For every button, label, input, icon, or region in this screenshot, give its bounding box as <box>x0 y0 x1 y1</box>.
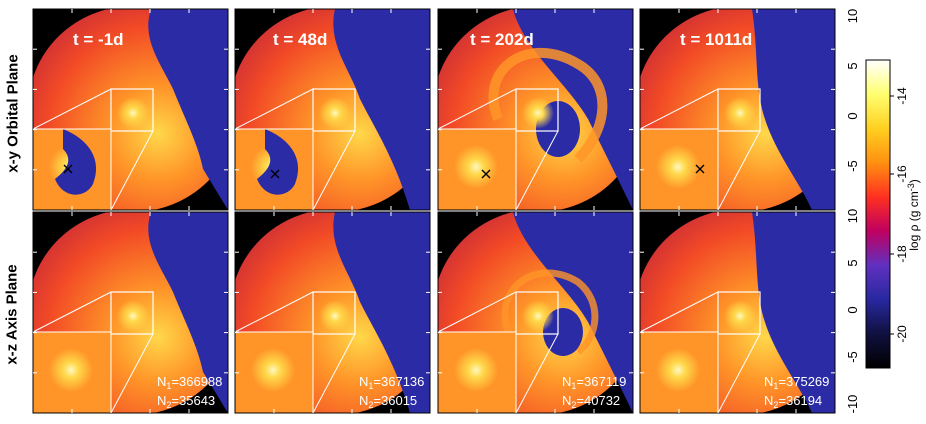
particle-count-n1: N1=375269 <box>764 374 829 391</box>
zoom-inset <box>438 129 516 210</box>
colorbar-tick-label: -16 <box>895 165 909 183</box>
particle-count-n1: N1=367136 <box>359 374 424 391</box>
zoom-inset <box>235 129 313 210</box>
panel-r1-c2: t = 48d <box>234 8 431 211</box>
panel-r1-c3: t = 202d <box>437 8 634 211</box>
zoom-inset <box>640 129 718 210</box>
panel-r2-c2: N1=367136 N2=36015 <box>234 211 431 414</box>
axis-tick-label: -5 <box>845 351 860 363</box>
panel-r2-c4: N1=375269 N2=36194 <box>639 211 836 414</box>
low-density-region <box>148 212 228 413</box>
zoom-box <box>110 291 154 335</box>
time-label: t = 202d <box>470 30 534 49</box>
colorbar-label: log ρ (g cm-3) <box>906 179 921 251</box>
axis-tick-label: 10 <box>845 209 860 223</box>
zoom-inset <box>438 332 516 413</box>
zoom-box <box>717 291 761 335</box>
colorbar-tick-label: -20 <box>895 325 909 343</box>
zoom-inset <box>640 332 718 413</box>
panel-r2-c1: N1=366988 N2=35643 <box>32 211 229 414</box>
panel-r1-c1: t = -1d <box>32 8 229 211</box>
zoom-box <box>312 291 356 335</box>
axis-tick-label: -5 <box>845 160 860 172</box>
low-density-region <box>752 9 835 210</box>
zoom-box <box>515 88 559 132</box>
axis-tick-label: 5 <box>845 259 860 266</box>
zoom-inset <box>33 129 111 210</box>
zoom-box <box>717 88 761 132</box>
low-density-region <box>513 9 633 210</box>
low-density-region <box>752 212 835 413</box>
axis-tick-label: 10 <box>845 9 860 23</box>
zoom-box <box>515 291 559 335</box>
low-density-region <box>333 9 430 210</box>
low-density-region <box>513 212 633 413</box>
zoom-box <box>110 88 154 132</box>
axis-tick-label: 0 <box>845 306 860 313</box>
time-label: t = -1d <box>73 30 124 49</box>
time-label: t = 48d <box>273 30 327 49</box>
zoom-box <box>312 88 356 132</box>
low-density-region <box>333 212 430 413</box>
zoom-inset <box>235 332 313 413</box>
axis-tick-label: -10 <box>845 395 860 414</box>
zoom-inset <box>33 332 111 413</box>
particle-count-n1: N1=366988 <box>157 374 222 391</box>
colorbar-tick-label: -18 <box>895 245 909 263</box>
low-density-region <box>148 9 228 210</box>
particle-count-n2: N2=36015 <box>359 393 417 410</box>
axis-tick-label: 5 <box>845 62 860 69</box>
particle-count-n2: N2=35643 <box>157 393 215 410</box>
particle-count-n2: N2=40732 <box>562 393 620 410</box>
time-label: t = 1011d <box>680 30 752 49</box>
panel-r1-c4: t = 1011d <box>639 8 836 211</box>
colorbar-tick-label: -14 <box>895 87 909 105</box>
particle-count-n1: N1=367119 <box>562 374 626 391</box>
particle-count-n2: N2=36194 <box>764 393 822 410</box>
panel-r2-c3: N1=367119 N2=40732 <box>437 211 634 414</box>
axis-tick-label: 0 <box>845 112 860 119</box>
colorbar <box>865 59 891 369</box>
